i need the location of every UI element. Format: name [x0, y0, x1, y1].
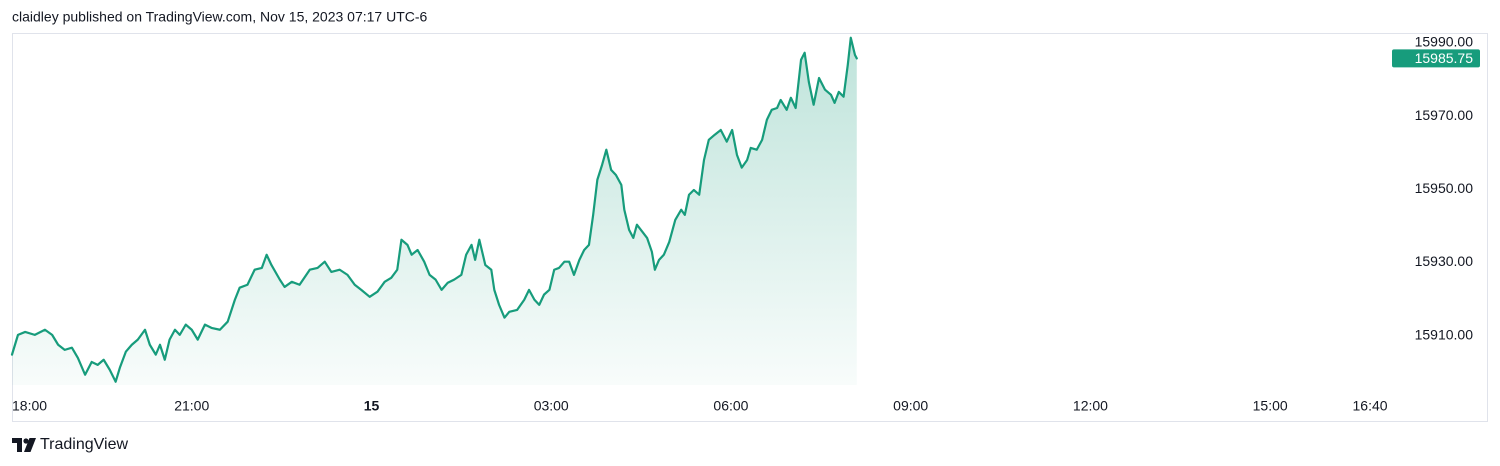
logo-dot — [23, 438, 29, 444]
last-price-badge — [1392, 49, 1480, 68]
chart-frame — [12, 33, 1488, 422]
brand-logo[interactable] — [12, 438, 36, 452]
x-tick-label: 21:00 — [174, 398, 209, 414]
brand-name[interactable]: TradingView — [40, 436, 128, 453]
y-tick-label: 15990.00 — [1415, 34, 1474, 50]
x-tick-label: 12:00 — [1073, 398, 1108, 414]
area-fill — [12, 37, 857, 385]
logo-shape — [12, 438, 22, 452]
x-tick-label: 18:00 — [12, 398, 47, 414]
x-tick-label: 15:00 — [1253, 398, 1288, 414]
y-tick-label: 15950.00 — [1415, 180, 1474, 196]
plot-area: 15910.00 15930.00 15950.00 15970.00 15990.00… — [10, 34, 1480, 414]
x-tick-label: 06:00 — [713, 398, 748, 414]
header-text: claidley published on TradingView.com, N… — [12, 9, 428, 25]
x-tick-label: 09:00 — [893, 398, 928, 414]
x-tick-label: 15 — [364, 398, 380, 414]
price-line — [10, 36, 858, 383]
x-tick-label: 03:00 — [534, 398, 569, 414]
last-price-label: 15985.75 — [1415, 50, 1474, 66]
y-tick-label: 15970.00 — [1415, 107, 1474, 123]
x-tick-label: 16:40 — [1353, 398, 1388, 414]
y-tick-label: 15910.00 — [1415, 326, 1474, 342]
logo-shape — [24, 438, 36, 452]
y-tick-label: 15930.00 — [1415, 253, 1474, 269]
